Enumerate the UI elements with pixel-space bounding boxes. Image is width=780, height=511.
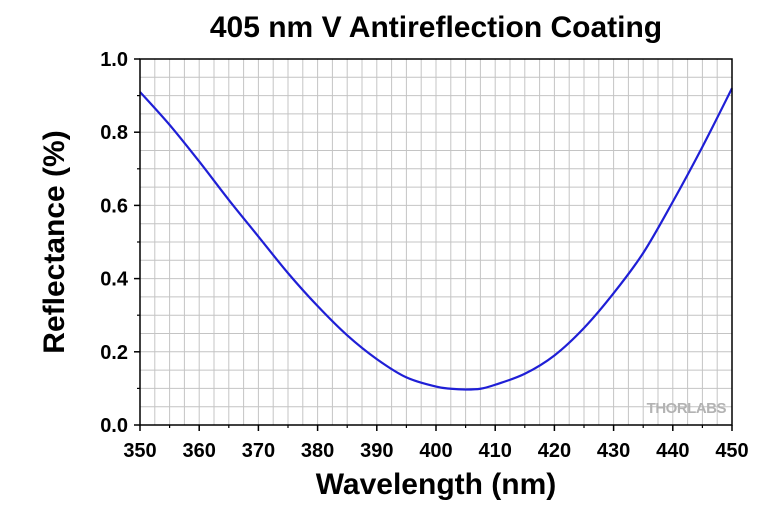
y-tick-label: 0.0 <box>100 415 128 437</box>
x-tick-label: 420 <box>538 440 571 462</box>
y-tick-label: 0.2 <box>100 342 128 364</box>
y-tick-label: 0.8 <box>100 122 128 144</box>
x-tick-label: 410 <box>479 440 512 462</box>
axis-ticks <box>134 58 733 431</box>
x-tick-label: 390 <box>360 440 393 462</box>
x-tick-label: 440 <box>656 440 689 462</box>
x-tick-label: 400 <box>419 440 452 462</box>
grid <box>140 59 732 425</box>
tick-labels: 350 360 370 380 390 400 410 420 430 440 450 0.0 0.2 0… <box>100 49 749 462</box>
curve-layer <box>139 87 733 391</box>
thorlabs-watermark: THORLABS <box>647 400 727 417</box>
x-tick-label: 360 <box>183 440 216 462</box>
x-tick-label: 380 <box>301 440 334 462</box>
x-tick-label: 450 <box>715 440 748 462</box>
x-tick-label: 370 <box>242 440 275 462</box>
y-tick-label: 0.6 <box>100 195 128 217</box>
reflectance-curve <box>139 87 733 391</box>
watermark-layer: THORLABS <box>647 400 727 417</box>
chart-title: 405 nm V Antireflection Coating <box>209 11 663 44</box>
y-tick-label: 1.0 <box>100 49 128 71</box>
y-tick-label: 0.4 <box>100 269 129 291</box>
y-axis-label: Reflectance (%) <box>38 130 71 353</box>
x-axis-label: Wavelength (nm) <box>316 468 557 501</box>
x-tick-label: 350 <box>123 440 156 462</box>
x-tick-label: 430 <box>597 440 630 462</box>
